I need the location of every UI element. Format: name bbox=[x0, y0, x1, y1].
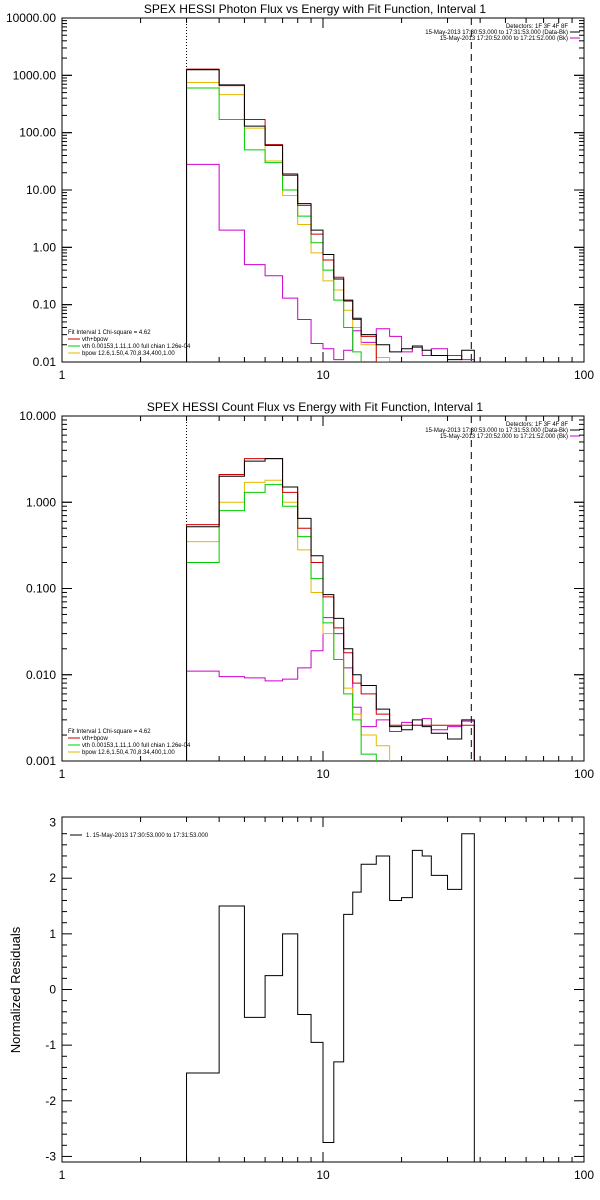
y-tick-label: -1 bbox=[45, 1038, 56, 1052]
legend-bottom-entry: vth 0.00153,1.11,1.00 full chian 1.26e-0… bbox=[82, 743, 191, 749]
y-tick-label: 0.001 bbox=[26, 754, 56, 768]
y-tick-label: -2 bbox=[45, 1094, 56, 1108]
legend-top-entry: 15-May-2013 17:20:52.000 to 17:21:52.000… bbox=[440, 434, 568, 440]
y-tick-label: 3 bbox=[49, 816, 56, 830]
x-tick-label: 1 bbox=[59, 767, 66, 781]
count-plot-area: 1 10 100 0.001 0.010 0.100 1.000 10.000 Detector… bbox=[19, 409, 594, 781]
y-tick-label: 0.01 bbox=[33, 355, 57, 369]
legend-bottom-entry: vth+bpow bbox=[82, 337, 109, 343]
x-tick-label: 100 bbox=[574, 767, 594, 781]
legend-top-entry: Detectors: 1F 3F 4F 8F bbox=[506, 422, 568, 428]
y-tick-label: 1000.00 bbox=[13, 68, 57, 82]
count-flux-panel: SPEX HESSI Count Flux vs Energy with Fit… bbox=[19, 400, 594, 781]
legend-bottom-entry: Fit Interval 1 Chi-square = 4.62 bbox=[68, 330, 151, 336]
photon-chart-title: SPEX HESSI Photon Flux vs Energy with Fi… bbox=[144, 2, 486, 16]
photon-plot-area: 1 10 100 0.01 0.10 1.00 10.00 100.00 1000.00 1000… bbox=[6, 11, 594, 382]
x-tick-label: 1 bbox=[59, 1168, 66, 1182]
legend-bottom-entry: vth 0.00153,1.11,1.00 full chian 1.26e-0… bbox=[82, 344, 191, 350]
total-series-line bbox=[186, 458, 475, 761]
y-tick-label: 2 bbox=[49, 871, 56, 885]
total-series-line bbox=[186, 68, 475, 362]
count-chart-title: SPEX HESSI Count Flux vs Energy with Fit… bbox=[147, 400, 483, 414]
x-tick-label: 100 bbox=[574, 368, 594, 382]
x-tick-label: 10 bbox=[316, 767, 330, 781]
legend-top-entry: 15-May-2013 17:20:52.000 to 17:21:52.000… bbox=[440, 36, 568, 42]
y-tick-label: 0.10 bbox=[33, 298, 57, 312]
x-tick-label: 100 bbox=[574, 1168, 594, 1182]
residuals-ylabel: Normalized Residuals bbox=[8, 926, 23, 1053]
vth-series-line bbox=[186, 87, 475, 362]
residuals-panel: Normalized Residuals 1 10 100 -3 -2 -1 0 1 2 3 1. … bbox=[8, 816, 594, 1182]
bkg-series-line bbox=[186, 163, 475, 362]
vth-series-line bbox=[186, 484, 475, 761]
legend-bottom-entry: vth+bpow bbox=[82, 736, 109, 742]
y-tick-label: 0.100 bbox=[26, 582, 56, 596]
bkg-series-line bbox=[186, 617, 475, 761]
x-tick-label: 10 bbox=[316, 1168, 330, 1182]
data-series-line bbox=[186, 833, 475, 1162]
legend-top-entry: 15-May-2013 17:30:53.000 to 17:31:53.000… bbox=[425, 30, 568, 36]
data-series-line bbox=[186, 69, 475, 362]
x-tick-label: 10 bbox=[316, 368, 330, 382]
photon-flux-panel: SPEX HESSI Photon Flux vs Energy with Fi… bbox=[6, 2, 594, 382]
y-tick-label: 0.010 bbox=[26, 668, 56, 682]
y-tick-label: 1 bbox=[49, 927, 56, 941]
y-tick-label: -3 bbox=[45, 1149, 56, 1163]
residuals-plot-area: 1 10 100 -3 -2 -1 0 1 2 3 1. 15-May-2013 17:30:53.… bbox=[45, 816, 594, 1182]
legend-bottom-entry: Fit Interval 1 Chi-square = 4.62 bbox=[68, 729, 151, 735]
legend-entry: 1. 15-May-2013 17:30:53.000 to 17:31:53.… bbox=[86, 833, 209, 839]
data-series-line bbox=[186, 458, 475, 761]
legend-bottom-entry: bpow 12.6,1.50,4.70,8.34,400,1.00 bbox=[82, 351, 175, 357]
y-tick-label: 100.00 bbox=[19, 126, 56, 140]
y-tick-label: 0 bbox=[49, 983, 56, 997]
y-tick-label: 10.00 bbox=[26, 183, 56, 197]
y-tick-label: 10000.00 bbox=[6, 11, 56, 25]
legend-bottom-entry: bpow 12.6,1.50,4.70,8.34,400,1.00 bbox=[82, 750, 175, 756]
legend-top-entry: 15-May-2013 17:30:53.000 to 17:31:53.000… bbox=[425, 428, 568, 434]
axes-frame bbox=[61, 17, 585, 363]
y-tick-label: 1.000 bbox=[26, 495, 56, 509]
legend-top-entry: Detectors: 1F 3F 4F 8F bbox=[506, 24, 568, 30]
y-tick-label: 10.000 bbox=[19, 409, 56, 423]
bpow-series-line bbox=[186, 81, 475, 362]
y-tick-label: 1.00 bbox=[33, 240, 57, 254]
x-tick-label: 1 bbox=[59, 368, 66, 382]
